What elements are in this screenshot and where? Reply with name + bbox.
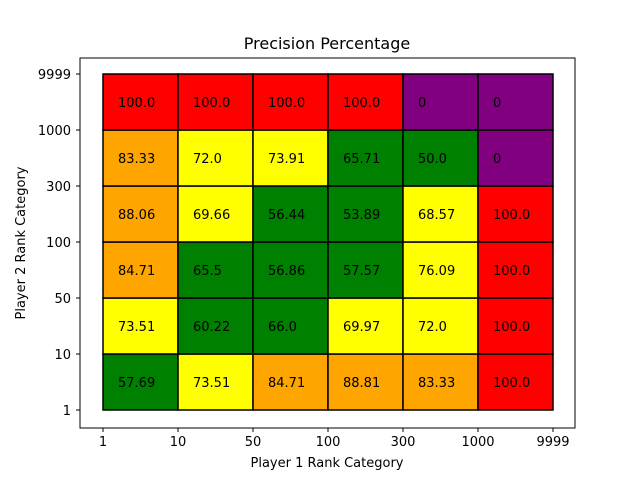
cell-value-label: 60.22 — [193, 320, 230, 335]
heatmap-cell — [102, 297, 179, 355]
heatmap-cell — [102, 129, 179, 187]
heatmap-cell — [477, 297, 554, 355]
x-axis-label: Player 1 Rank Category — [251, 456, 404, 471]
cell-value-label: 50.0 — [418, 152, 447, 167]
y-tick-label: 50 — [54, 292, 71, 307]
y-tick-label: 300 — [46, 180, 71, 195]
cell-value-label: 72.0 — [193, 152, 222, 167]
heatmap-cell — [252, 129, 329, 187]
heatmap-cell — [327, 297, 404, 355]
heatmap-cell — [177, 297, 254, 355]
heatmap-cell — [177, 185, 254, 243]
heatmap-cell — [252, 185, 329, 243]
cell-value-label: 100.0 — [493, 264, 530, 279]
heatmap-cell — [477, 129, 554, 187]
cell-value-label: 57.57 — [343, 264, 380, 279]
plot-frame — [79, 57, 576, 429]
x-tick-label: 50 — [245, 435, 262, 450]
heatmap-cell — [402, 73, 479, 131]
cell-value-label: 72.0 — [418, 320, 447, 335]
cell-value-label: 100.0 — [118, 96, 155, 111]
x-tick-label: 9999 — [536, 435, 569, 450]
heatmap-cell — [102, 353, 179, 411]
x-tick-label: 1000 — [461, 435, 494, 450]
heatmap-cell — [177, 73, 254, 131]
cell-value-label: 73.51 — [118, 320, 155, 335]
cell-value-label: 68.57 — [418, 208, 455, 223]
heatmap-cell — [402, 185, 479, 243]
x-tick-label: 10 — [170, 435, 187, 450]
y-axis-ticks: 1 10 50 100 300 1000 9999 — [38, 68, 80, 419]
x-tick-label: 1 — [99, 435, 107, 450]
chart-title: Precision Percentage — [244, 34, 410, 53]
cell-value-label: 100.0 — [493, 320, 530, 335]
cell-value-label: 56.86 — [268, 264, 305, 279]
heatmap-cell — [402, 353, 479, 411]
cell-value-label: 100.0 — [193, 96, 230, 111]
cell-value-label: 53.89 — [343, 208, 380, 223]
heatmap-cell — [327, 129, 404, 187]
cell-value-label: 100.0 — [493, 208, 530, 223]
heatmap-cell — [477, 73, 554, 131]
heatmap-cells: 57.69 73.51 84.71 88.81 83.33 100.0 73.51 60.22… — [102, 73, 554, 411]
cell-value-label: 88.06 — [118, 208, 155, 223]
cell-value-label: 100.0 — [343, 96, 380, 111]
y-tick-label: 1000 — [38, 124, 71, 139]
cell-value-label: 83.33 — [418, 376, 455, 391]
cell-value-label: 0 — [493, 96, 501, 111]
heatmap-cell — [102, 185, 179, 243]
cell-value-label: 100.0 — [493, 376, 530, 391]
cell-value-label: 100.0 — [268, 96, 305, 111]
heatmap-cell — [177, 353, 254, 411]
cell-value-label: 69.97 — [343, 320, 380, 335]
cell-value-label: 69.66 — [193, 208, 230, 223]
cell-value-label: 84.71 — [268, 376, 305, 391]
cell-value-label: 65.71 — [343, 152, 380, 167]
heatmap-cell — [477, 241, 554, 299]
cell-value-label: 56.44 — [268, 208, 305, 223]
cell-value-label: 73.51 — [193, 376, 230, 391]
y-tick-label: 100 — [46, 236, 71, 251]
y-axis-label: Player 2 Rank Category — [14, 166, 29, 319]
heatmap-cell — [402, 241, 479, 299]
y-tick-label: 10 — [54, 348, 71, 363]
cell-value-label: 76.09 — [418, 264, 455, 279]
heatmap-cell — [477, 185, 554, 243]
heatmap-cell — [327, 241, 404, 299]
heatmap-cell — [252, 297, 329, 355]
cell-value-label: 66.0 — [268, 320, 297, 335]
y-tick-label: 9999 — [38, 68, 71, 83]
x-axis-ticks: 1 10 50 100 300 1000 9999 — [99, 428, 570, 450]
heatmap-cell — [477, 353, 554, 411]
cell-value-label: 73.91 — [268, 152, 305, 167]
cell-value-label: 65.5 — [193, 264, 222, 279]
cell-value-label: 0 — [418, 96, 426, 111]
x-tick-label: 100 — [316, 435, 341, 450]
heatmap-cell — [102, 241, 179, 299]
cell-value-label: 0 — [493, 152, 501, 167]
cell-value-label: 57.69 — [118, 376, 155, 391]
y-tick-label: 1 — [63, 404, 71, 419]
cell-value-label: 83.33 — [118, 152, 155, 167]
cell-value-label: 84.71 — [118, 264, 155, 279]
heatmap-cell — [402, 129, 479, 187]
x-tick-label: 300 — [391, 435, 416, 450]
cell-value-label: 88.81 — [343, 376, 380, 391]
